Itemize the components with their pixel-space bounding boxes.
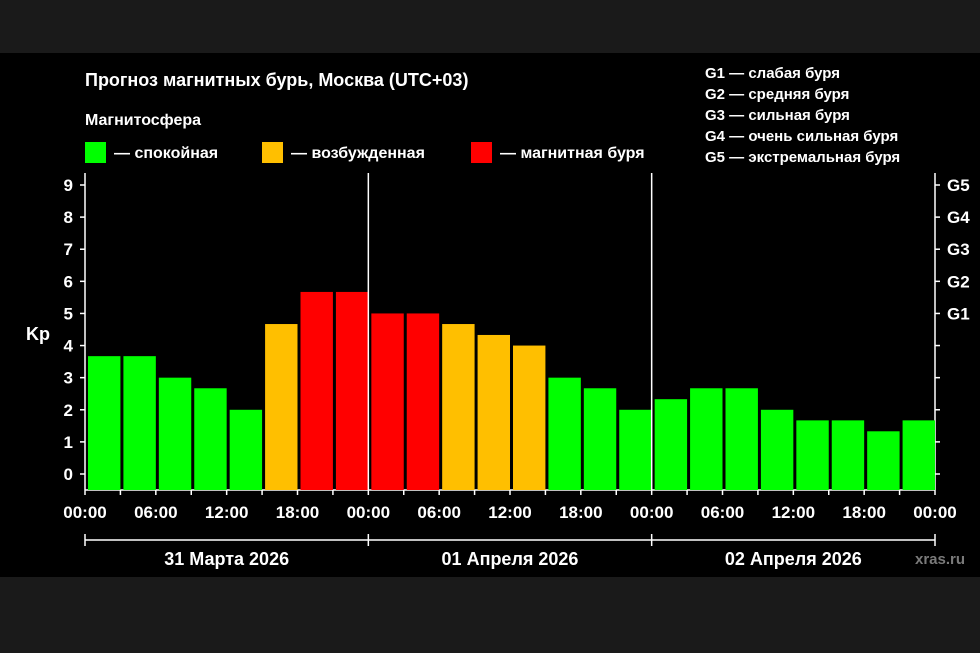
- calm-legend-label: — спокойная: [114, 145, 218, 162]
- y-tick-label: 5: [64, 304, 73, 323]
- y-axis-label: Kp: [26, 324, 50, 344]
- y-tick-label: 9: [64, 176, 73, 195]
- status-legend: — спокойная — возбужденная — магнитная бур…: [85, 142, 645, 163]
- x-tick-label: 00:00: [63, 503, 106, 522]
- storm-legend-swatch: [471, 142, 492, 163]
- chart-title: Прогноз магнитных бурь, Москва (UTC+03): [85, 70, 468, 90]
- y-tick-label: 1: [64, 433, 73, 452]
- bar: [229, 409, 263, 490]
- day-label: 02 Апреля 2026: [725, 549, 862, 569]
- bar: [88, 356, 121, 490]
- g-scale-label: G5: [947, 176, 970, 195]
- x-tick-label: 00:00: [913, 503, 956, 522]
- bar: [760, 409, 794, 490]
- g-scale-label: G4: [947, 208, 970, 227]
- bar: [371, 313, 404, 490]
- x-tick-label: 06:00: [417, 503, 460, 522]
- bar: [442, 324, 475, 490]
- storm-legend-label: — магнитная буря: [500, 145, 645, 162]
- g-scale-legend: G1 — слабая буря G2 — средняя буря G3 — си…: [705, 65, 900, 166]
- g-legend-item: G1 — слабая буря: [705, 65, 840, 82]
- g-scale-label: G3: [947, 240, 970, 259]
- x-tick-label: 12:00: [488, 503, 531, 522]
- bar: [725, 388, 758, 490]
- kp-forecast-chart: Прогноз магнитных бурь, Москва (UTC+03) …: [26, 65, 970, 569]
- y-tick-label: 6: [64, 272, 73, 291]
- chart-panel: Прогноз магнитных бурь, Москва (UTC+03) …: [0, 53, 980, 577]
- x-tick-label: 06:00: [701, 503, 744, 522]
- day-label: 31 Марта 2026: [164, 549, 289, 569]
- bar: [194, 388, 227, 490]
- x-tick-label: 00:00: [630, 503, 673, 522]
- y-tick-label: 4: [64, 337, 74, 356]
- bar: [335, 291, 369, 490]
- bar: [902, 420, 935, 490]
- g-legend-item: G2 — средняя буря: [705, 86, 849, 103]
- g-legend-item: G5 — экстремальная буря: [705, 149, 900, 166]
- bar: [796, 420, 829, 490]
- excited-legend-label: — возбужденная: [291, 145, 425, 162]
- bar: [583, 388, 617, 490]
- x-tick-label: 06:00: [134, 503, 177, 522]
- bar: [690, 388, 723, 490]
- bar: [548, 377, 581, 490]
- y-tick-label: 7: [64, 240, 73, 259]
- g-legend-item: G3 — сильная буря: [705, 107, 850, 124]
- bar: [123, 356, 156, 490]
- y-tick-label: 2: [64, 401, 73, 420]
- bar: [300, 291, 333, 490]
- y-tick-label: 0: [64, 465, 73, 484]
- bar: [867, 431, 900, 490]
- bar: [513, 345, 546, 490]
- bar: [158, 377, 192, 490]
- x-tick-label: 18:00: [559, 503, 602, 522]
- y-tick-label: 8: [64, 208, 73, 227]
- g-scale-label: G1: [947, 304, 970, 323]
- x-tick-label: 00:00: [347, 503, 390, 522]
- plot-area: 0 1 2 3 4 5 6 7 8 9 G1 G2 G3 G4 G5 00:00 06:00 12:00 18:00…: [63, 173, 970, 569]
- bar: [619, 409, 652, 490]
- bar: [406, 313, 440, 490]
- bar: [831, 420, 865, 490]
- day-label: 01 Апреля 2026: [442, 549, 579, 569]
- g-legend-item: G4 — очень сильная буря: [705, 128, 898, 145]
- x-tick-label: 18:00: [842, 503, 885, 522]
- excited-legend-swatch: [262, 142, 283, 163]
- bar: [654, 399, 688, 490]
- watermark: xras.ru: [915, 551, 965, 568]
- bar: [477, 334, 510, 490]
- x-tick-label: 18:00: [276, 503, 319, 522]
- x-tick-label: 12:00: [772, 503, 815, 522]
- bar: [265, 324, 298, 490]
- g-scale-label: G2: [947, 272, 970, 291]
- calm-legend-swatch: [85, 142, 106, 163]
- magnetosphere-title: Магнитосфера: [85, 112, 201, 129]
- y-tick-label: 3: [64, 369, 73, 388]
- x-tick-label: 12:00: [205, 503, 248, 522]
